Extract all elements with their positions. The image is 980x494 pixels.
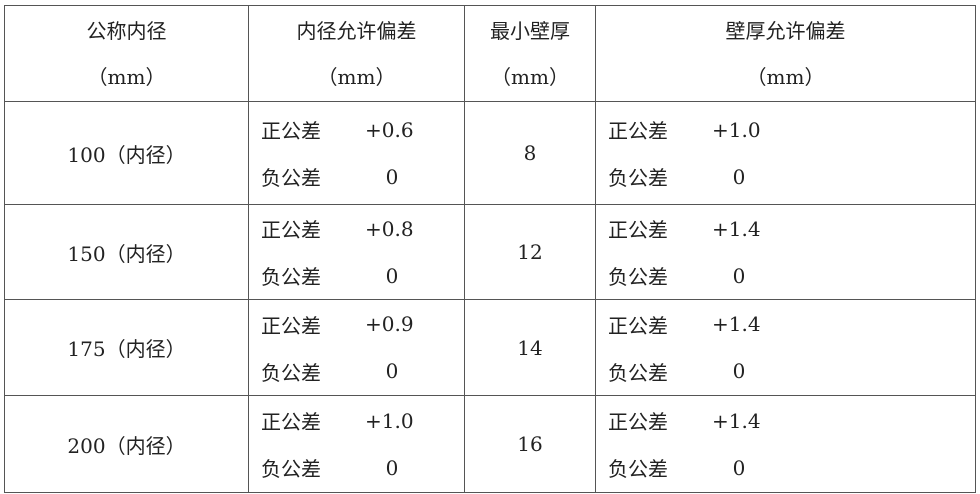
header-title: 壁厚允许偏差 bbox=[725, 18, 846, 43]
positive-value: +1.4 bbox=[712, 408, 761, 433]
negative-label: 负公差 bbox=[261, 457, 321, 481]
negative-label: 负公差 bbox=[261, 360, 321, 385]
wall-thickness-cell: 14 bbox=[464, 299, 596, 396]
tolerance-cell: 正公差 +1.0 负公差 0 bbox=[248, 395, 465, 493]
tolerance-cell: 正公差 +0.8 负公差 0 bbox=[248, 204, 465, 300]
header-unit: （mm） bbox=[87, 64, 166, 89]
positive-label: 正公差 bbox=[261, 218, 321, 242]
negative-label: 负公差 bbox=[608, 457, 668, 481]
positive-label: 正公差 bbox=[608, 218, 668, 242]
positive-value: +1.0 bbox=[712, 117, 761, 142]
header-unit: （mm） bbox=[746, 64, 825, 89]
negative-value: 0 bbox=[732, 263, 746, 288]
wall-thickness-cell: 12 bbox=[464, 204, 596, 300]
header-unit: （mm） bbox=[317, 64, 396, 89]
table-row: 200（内径） 正公差 +1.0 负公差 0 16 正公差 +1.4 负公差 0 bbox=[4, 395, 976, 493]
negative-value: 0 bbox=[385, 359, 399, 383]
tolerance-cell: 正公差 +0.6 负公差 0 bbox=[248, 101, 465, 205]
negative-label: 负公差 bbox=[261, 265, 321, 289]
negative-label: 负公差 bbox=[608, 265, 668, 289]
header-title: 内径允许偏差 bbox=[296, 18, 417, 43]
positive-value: +0.6 bbox=[365, 117, 414, 142]
header-row: 公称内径 （mm） 内径允许偏差 （mm） 最小壁厚 （mm） 壁厚允许偏差 （mm） bbox=[4, 5, 976, 102]
tolerance-cell: 正公差 +1.4 负公差 0 bbox=[595, 204, 976, 300]
diameter-cell: 200（内径） bbox=[4, 395, 249, 493]
positive-value: +1.0 bbox=[365, 408, 414, 433]
header-title: 公称内径 bbox=[86, 18, 167, 43]
positive-label: 正公差 bbox=[608, 313, 668, 338]
positive-label: 正公差 bbox=[261, 119, 321, 143]
negative-value: 0 bbox=[732, 164, 746, 189]
tolerance-cell: 正公差 +1.0 负公差 0 bbox=[595, 101, 976, 205]
positive-value: +0.9 bbox=[365, 312, 414, 336]
diameter-cell: 100（内径） bbox=[4, 101, 249, 205]
negative-label: 负公差 bbox=[261, 166, 321, 190]
wall-thickness-cell: 16 bbox=[464, 395, 596, 493]
header-title: 最小壁厚 bbox=[490, 18, 570, 43]
header-cell: 内径允许偏差 （mm） bbox=[248, 5, 465, 102]
negative-value: 0 bbox=[385, 164, 399, 189]
negative-value: 0 bbox=[732, 455, 746, 480]
negative-value: 0 bbox=[385, 263, 399, 288]
pipe-spec-table: 公称内径 （mm） 内径允许偏差 （mm） 最小壁厚 （mm） 壁厚允许偏差 （mm） … bbox=[4, 5, 976, 493]
positive-label: 正公差 bbox=[261, 410, 321, 434]
negative-value: 0 bbox=[732, 359, 746, 383]
positive-label: 正公差 bbox=[261, 313, 321, 338]
header-unit: （mm） bbox=[491, 64, 569, 89]
negative-label: 负公差 bbox=[608, 360, 668, 385]
wall-thickness-cell: 8 bbox=[464, 101, 596, 205]
tolerance-cell: 正公差 +1.4 负公差 0 bbox=[595, 395, 976, 493]
header-cell: 最小壁厚 （mm） bbox=[464, 5, 596, 102]
negative-label: 负公差 bbox=[608, 166, 668, 190]
positive-value: +1.4 bbox=[712, 216, 761, 241]
table-row: 100（内径） 正公差 +0.6 负公差 0 8 正公差 +1.0 负公差 0 bbox=[4, 101, 976, 205]
positive-value: +1.4 bbox=[712, 312, 761, 336]
diameter-cell: 150（内径） bbox=[4, 204, 249, 300]
positive-value: +0.8 bbox=[365, 216, 414, 241]
header-cell: 公称内径 （mm） bbox=[4, 5, 249, 102]
positive-label: 正公差 bbox=[608, 410, 668, 434]
header-cell: 壁厚允许偏差 （mm） bbox=[595, 5, 976, 102]
diameter-cell: 175（内径） bbox=[4, 299, 249, 396]
tolerance-cell: 正公差 +0.9 负公差 0 bbox=[248, 299, 465, 396]
positive-label: 正公差 bbox=[608, 119, 668, 143]
negative-value: 0 bbox=[385, 455, 399, 480]
tolerance-cell: 正公差 +1.4 负公差 0 bbox=[595, 299, 976, 396]
table-row: 150（内径） 正公差 +0.8 负公差 0 12 正公差 +1.4 负公差 0 bbox=[4, 204, 976, 300]
table-row: 175（内径） 正公差 +0.9 负公差 0 14 正公差 +1.4 负公差 0 bbox=[4, 299, 976, 396]
